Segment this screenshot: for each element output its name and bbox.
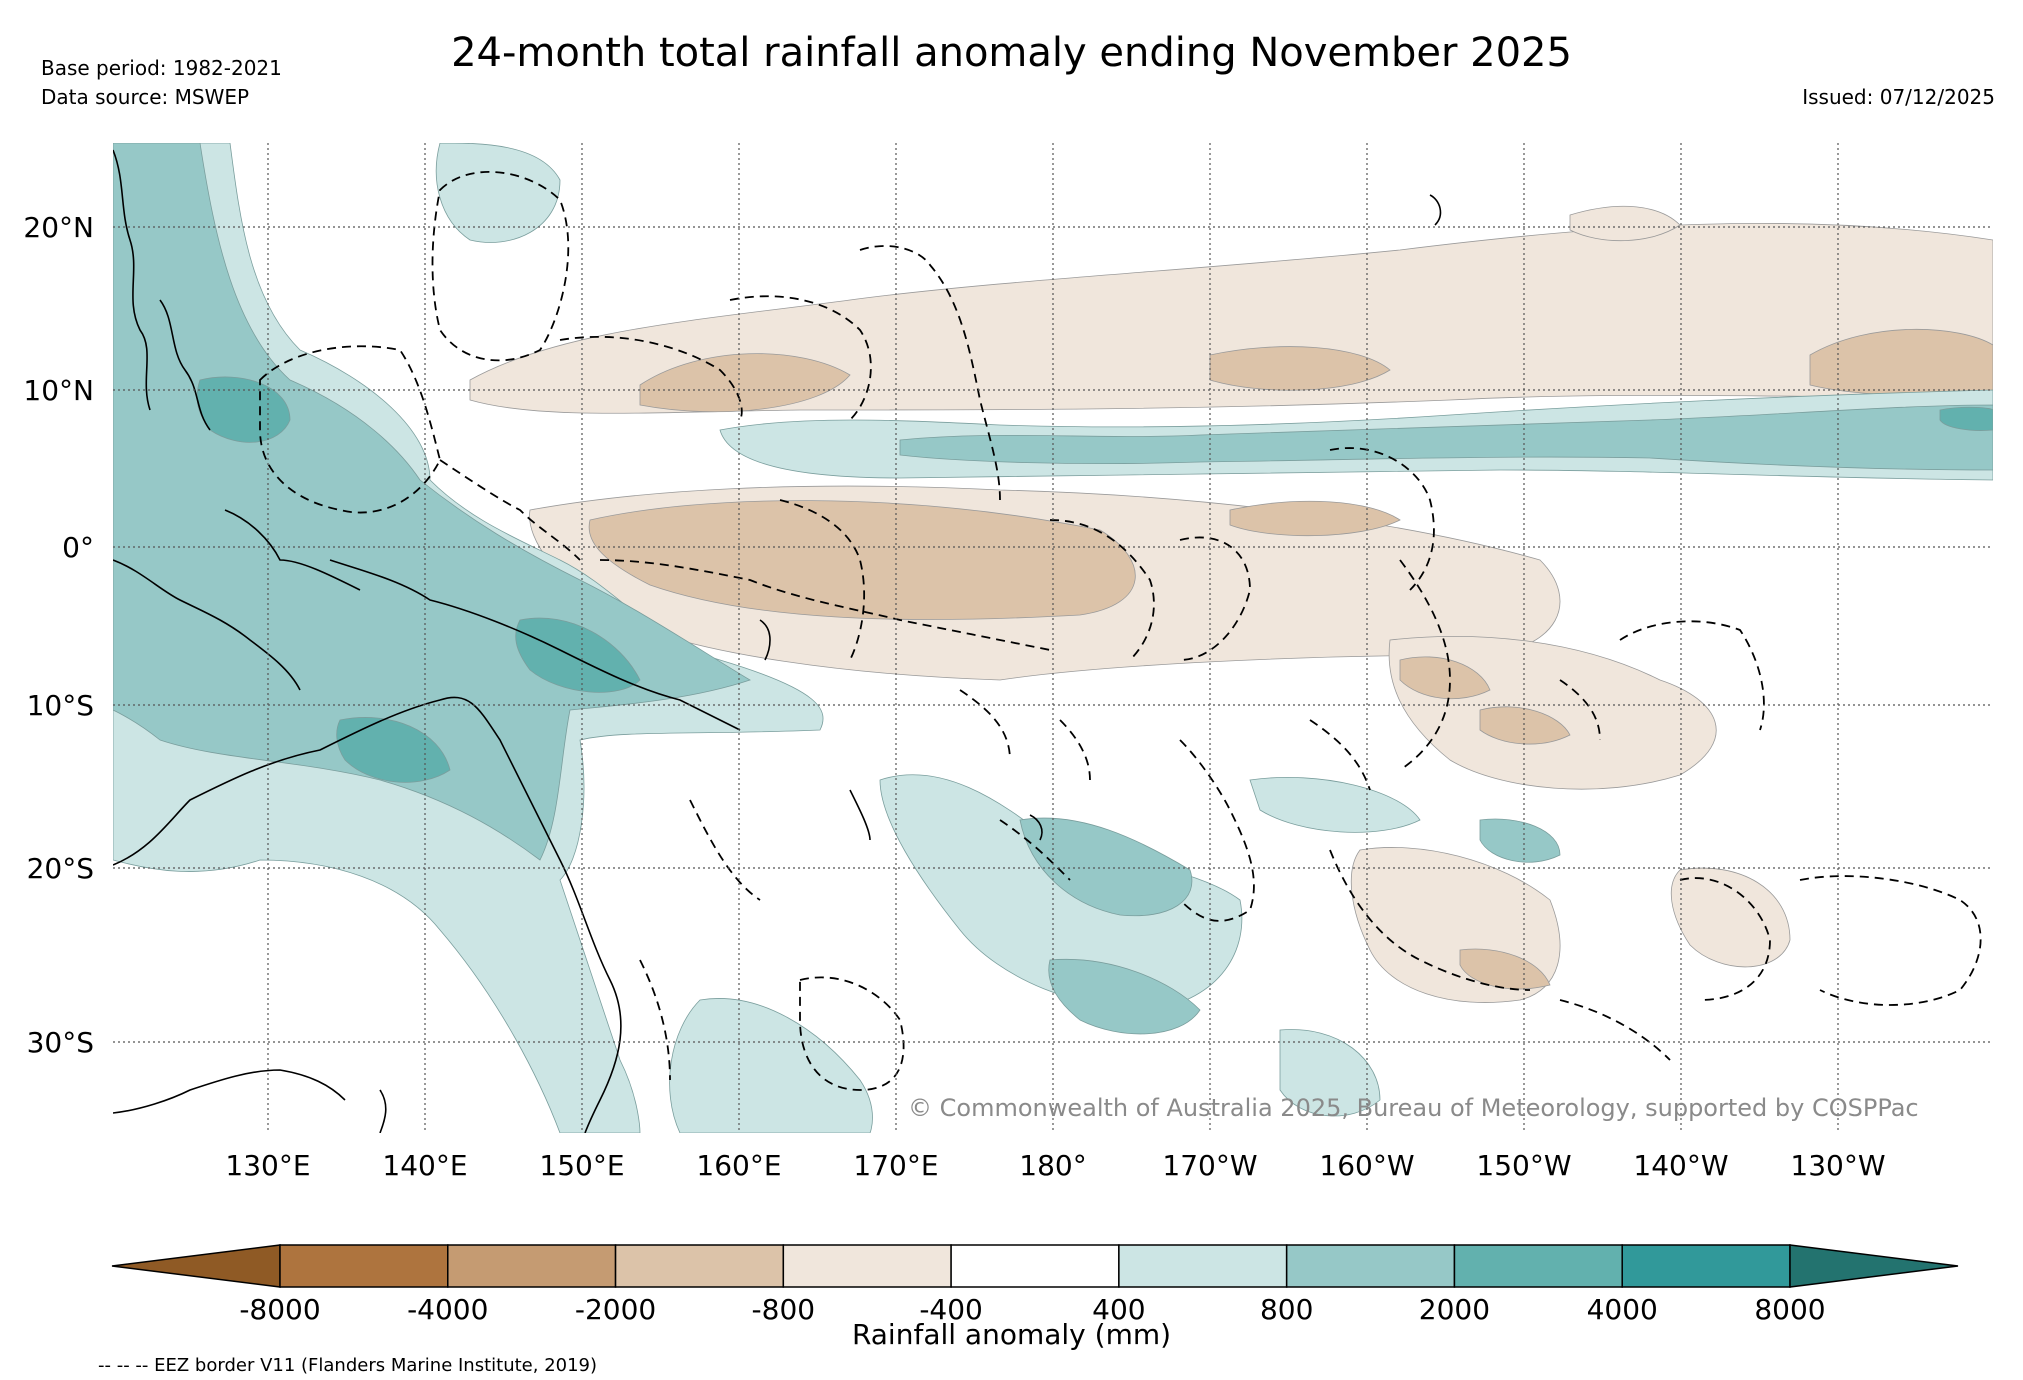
map-title: 24-month total rainfall anomaly ending N… <box>451 30 1572 76</box>
lon-label-150w: 150°W <box>1476 1149 1571 1182</box>
data-source-text: Data source: MSWEP <box>41 85 250 109</box>
dry-anomaly-regions <box>469 205 1993 1003</box>
eez-border-note: -- -- -- EEZ border V11 (Flanders Marine… <box>98 1355 598 1376</box>
lon-label-140w: 140°W <box>1633 1149 1728 1182</box>
lon-label-170w: 170°W <box>1162 1149 1257 1182</box>
issued-date-text: Issued: 07/12/2025 <box>1802 85 1995 109</box>
colorbar-bin <box>279 1244 449 1288</box>
latitude-labels: 20°N 10°N 0° 10°S 20°S 30°S <box>23 211 94 1059</box>
colorbar-bin <box>782 1244 952 1288</box>
colorbar-bin <box>1453 1244 1623 1288</box>
colorbar: -8000 -4000 -2000 -800 -400 400 800 2000 4000 800… <box>111 1244 1959 1326</box>
lat-label-10s: 10°S <box>27 689 94 722</box>
lat-label-20n: 20°N <box>23 211 94 244</box>
colorbar-bin <box>447 1244 617 1288</box>
lon-label-130e: 130°E <box>225 1149 310 1182</box>
lat-label-10n: 10°N <box>23 374 94 407</box>
colorbar-tick-label: -8000 <box>239 1293 320 1326</box>
lon-label-180: 180° <box>1019 1149 1086 1182</box>
eez-borders <box>259 171 1982 1091</box>
colorbar-tick-label: -400 <box>919 1293 983 1326</box>
colorbar-bin <box>950 1244 1120 1288</box>
colorbar-bin <box>1118 1244 1288 1288</box>
colorbar-tick-label: 400 <box>1092 1293 1145 1326</box>
colorbar-tick-label: 4000 <box>1587 1293 1658 1326</box>
colorbar-swatches <box>111 1244 1959 1288</box>
lat-label-20s: 20°S <box>27 852 94 885</box>
colorbar-tick-label: -4000 <box>407 1293 488 1326</box>
colorbar-tick-label: -800 <box>752 1293 816 1326</box>
colorbar-bin <box>1621 1244 1791 1288</box>
colorbar-ticks: -8000 -4000 -2000 -800 -400 400 800 2000 4000 800… <box>239 1293 1825 1326</box>
lon-label-160w: 160°W <box>1319 1149 1414 1182</box>
colorbar-label: Rainfall anomaly (mm) <box>851 1318 1172 1351</box>
lat-label-0: 0° <box>62 531 94 564</box>
longitude-labels: 130°E 140°E 150°E 160°E 170°E 180° 170°W… <box>225 1149 1885 1182</box>
lon-label-130w: 130°W <box>1790 1149 1885 1182</box>
colorbar-tick-label: 800 <box>1260 1293 1313 1326</box>
graticule <box>113 143 1993 1133</box>
lon-label-160e: 160°E <box>696 1149 781 1182</box>
wet-anomaly-regions <box>113 143 1993 1133</box>
lon-label-170e: 170°E <box>853 1149 938 1182</box>
base-period-text: Base period: 1982-2021 <box>41 56 282 80</box>
lon-label-150e: 150°E <box>539 1149 624 1182</box>
lat-label-30s: 30°S <box>27 1026 94 1059</box>
colorbar-bin <box>1285 1244 1456 1288</box>
coastlines <box>113 149 1442 1133</box>
copyright-notice: © Commonwealth of Australia 2025, Bureau… <box>908 1094 1919 1122</box>
colorbar-bin <box>614 1244 785 1288</box>
colorbar-extension-low <box>111 1244 281 1288</box>
colorbar-tick-label: 2000 <box>1419 1293 1490 1326</box>
colorbar-tick-label: -2000 <box>575 1293 656 1326</box>
lon-label-140e: 140°E <box>382 1149 467 1182</box>
colorbar-tick-label: 8000 <box>1754 1293 1825 1326</box>
colorbar-extension-high <box>1789 1244 1959 1288</box>
